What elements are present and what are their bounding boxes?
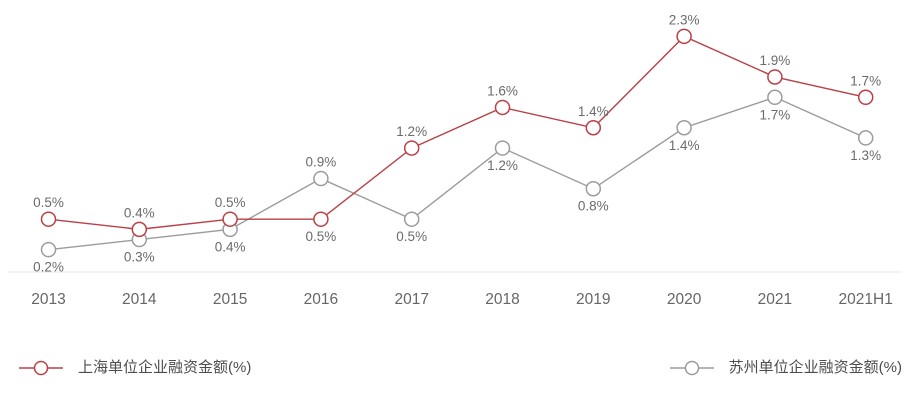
data-point-series0-2015[interactable] — [222, 211, 238, 227]
suzhou-line-marker-icon — [669, 360, 714, 376]
value-label: 0.5% — [215, 195, 246, 210]
value-label: 0.5% — [396, 229, 427, 244]
x-axis-label: 2013 — [31, 291, 65, 308]
value-label: 0.8% — [578, 199, 609, 214]
series-line-0 — [48, 35, 866, 231]
x-axis-label: 2014 — [122, 291, 157, 308]
data-point-series1-2017[interactable] — [403, 211, 420, 227]
value-label: 1.7% — [850, 73, 881, 88]
value-label: 1.2% — [396, 124, 427, 139]
x-axis-label: 2019 — [576, 291, 610, 308]
legend-label-suzhou: 苏州单位企业融资金额(%) — [728, 359, 902, 376]
legend-item-shanghai[interactable]: 上海单位企业融资金额(%) — [18, 356, 251, 380]
value-label: 0.4% — [124, 205, 155, 220]
value-label: 1.9% — [760, 53, 791, 68]
value-label: 0.5% — [306, 229, 337, 244]
value-label: 0.3% — [124, 250, 155, 265]
value-label: 1.4% — [578, 104, 609, 119]
data-point-series1-2020[interactable] — [676, 120, 692, 136]
data-point-series1-2018[interactable] — [494, 140, 511, 156]
shanghai-line-marker-icon — [19, 360, 63, 376]
x-axis-label: 2021H1 — [839, 291, 893, 308]
data-point-series0-2017[interactable] — [403, 140, 420, 156]
series-line-1 — [48, 96, 866, 251]
value-label: 2.3% — [669, 12, 700, 27]
data-point-series0-2016[interactable] — [313, 211, 329, 227]
data-point-series1-2016[interactable] — [313, 170, 329, 187]
data-point-series1-2013[interactable] — [40, 241, 57, 258]
data-point-series0-2021H1[interactable] — [857, 89, 874, 106]
data-point-series1-2021H1[interactable] — [857, 130, 874, 146]
value-label: 0.5% — [33, 195, 64, 210]
value-label: 0.9% — [306, 155, 337, 170]
data-point-series0-2019[interactable] — [585, 120, 602, 136]
x-axis-label: 2020 — [667, 291, 702, 308]
data-point-series1-2021[interactable] — [767, 89, 783, 106]
legend-label-shanghai: 上海单位企业融资金额(%) — [78, 359, 252, 376]
data-point-series0-2021[interactable] — [767, 69, 783, 85]
value-label: 0.2% — [33, 260, 64, 275]
x-axis-label: 2017 — [394, 291, 428, 308]
data-point-series0-2018[interactable] — [494, 99, 511, 116]
x-axis-label: 2016 — [304, 291, 338, 308]
x-axis-label: 2018 — [485, 291, 519, 308]
chart-legend: 上海单位企业融资金额(%) 苏州单位企业融资金额(%) — [0, 356, 910, 380]
data-point-series0-2020[interactable] — [676, 28, 692, 45]
value-label: 1.3% — [850, 148, 881, 163]
value-label: 1.2% — [487, 158, 518, 173]
value-label: 1.7% — [760, 107, 791, 122]
value-label: 1.4% — [669, 138, 700, 153]
x-axis-label: 2021 — [758, 291, 792, 308]
x-axis-label: 2015 — [213, 291, 247, 308]
value-label: 0.4% — [215, 239, 246, 254]
data-point-series0-2014[interactable] — [131, 221, 148, 238]
legend-item-suzhou[interactable]: 苏州单位企业融资金额(%) — [669, 356, 902, 380]
value-label: 1.6% — [487, 83, 518, 98]
data-point-series0-2013[interactable] — [40, 211, 57, 227]
line-chart-plot: 2013 2014 2015 2016 2017 2018 2019 2020 2021 2021… — [8, 12, 902, 308]
data-point-series1-2019[interactable] — [585, 180, 602, 197]
